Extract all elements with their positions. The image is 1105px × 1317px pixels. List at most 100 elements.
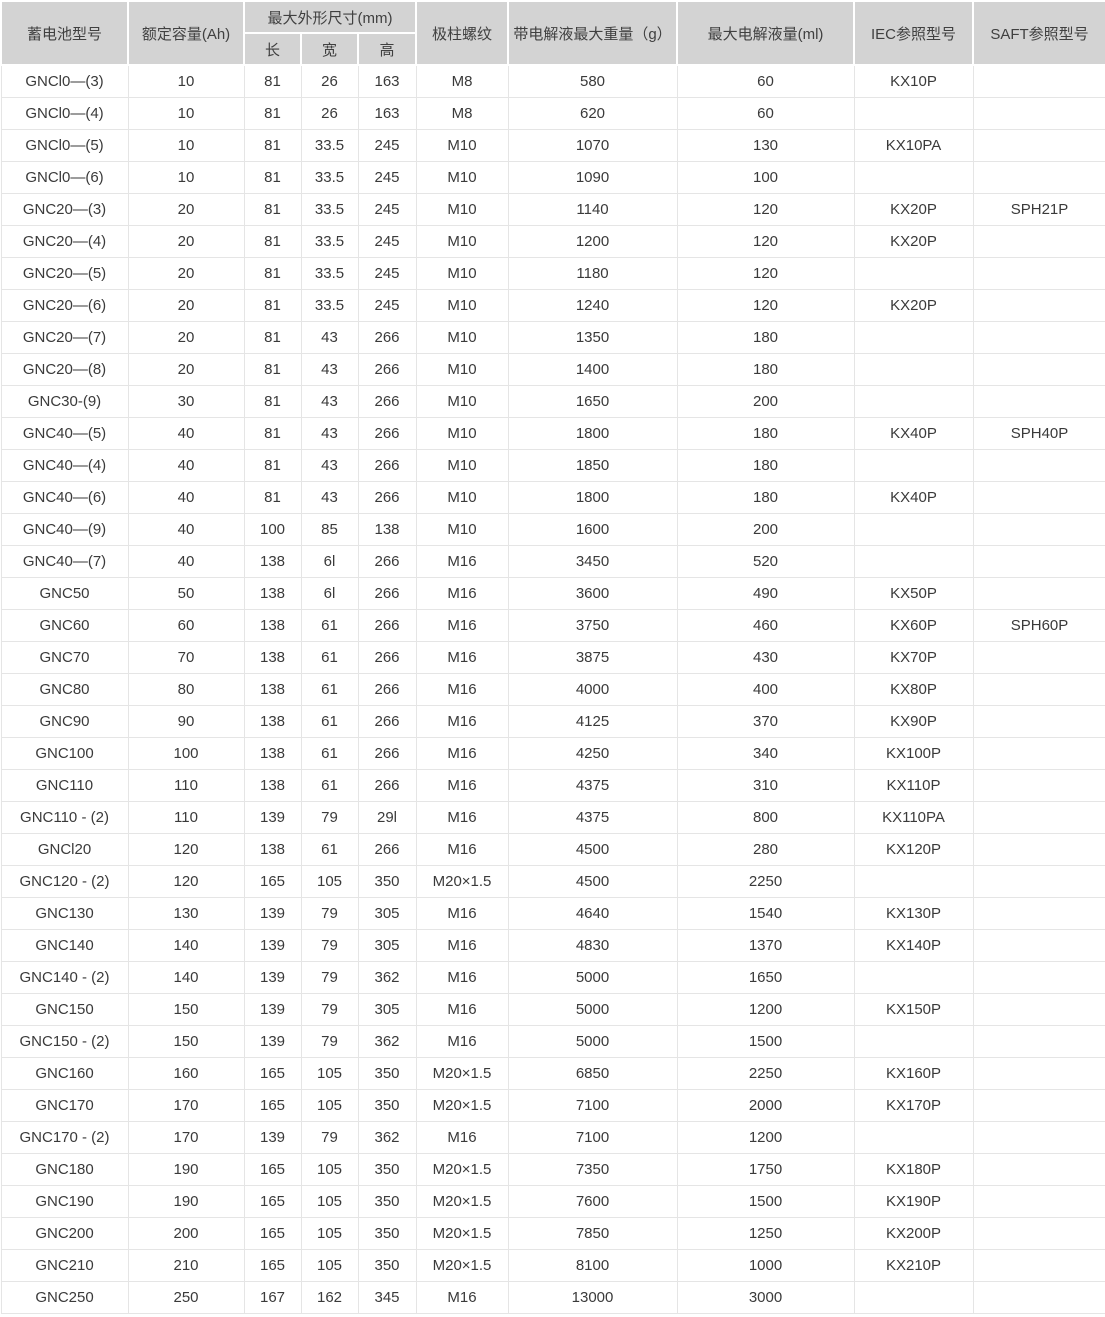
cell-max-electrolyte-ml: 100 (676, 161, 855, 194)
cell-length: 139 (243, 897, 302, 930)
cell-max-electrolyte-ml: 1370 (676, 929, 855, 962)
cell-max-weight-g: 1090 (507, 161, 678, 194)
cell-max-weight-g: 13000 (507, 1281, 678, 1314)
cell-model: GNC50 (0, 577, 129, 610)
cell-width: 61 (300, 769, 359, 802)
cell-model: GNC120 - (2) (0, 865, 129, 898)
cell-saft-ref (972, 1281, 1105, 1314)
table-header: 蓄电池型号 额定容量(Ah) 最大外形尺寸(mm) 极柱螺纹 带电解液最大重量（… (0, 0, 1105, 66)
cell-max-electrolyte-ml: 310 (676, 769, 855, 802)
table-row: GNC40—(4) 40 81 43 266 M10 1850 180 (0, 449, 1105, 482)
cell-capacity-ah: 170 (127, 1121, 245, 1154)
cell-max-weight-g: 3750 (507, 609, 678, 642)
table-row: GNC20—(4) 20 81 33.5 245 M10 1200 120 KX20P (0, 225, 1105, 258)
cell-max-electrolyte-ml: 1200 (676, 993, 855, 1026)
cell-capacity-ah: 140 (127, 961, 245, 994)
cell-saft-ref (972, 545, 1105, 578)
cell-capacity-ah: 60 (127, 609, 245, 642)
cell-thread: M10 (415, 417, 509, 450)
cell-max-weight-g: 7350 (507, 1153, 678, 1186)
cell-iec-ref: KX160P (853, 1057, 974, 1090)
table-row: GNC60 60 138 61 266 M16 3750 460 KX60P SPH60P (0, 609, 1105, 642)
table-row: GNC100 100 138 61 266 M16 4250 340 KX100P (0, 737, 1105, 770)
cell-iec-ref (853, 513, 974, 546)
cell-max-weight-g: 8100 (507, 1249, 678, 1282)
cell-model: GNC90 (0, 705, 129, 738)
table-row: GNC40—(5) 40 81 43 266 M10 1800 180 KX40P SPH40P (0, 417, 1105, 450)
table-row: GNC40—(6) 40 81 43 266 M10 1800 180 KX40P (0, 481, 1105, 514)
cell-max-weight-g: 4000 (507, 673, 678, 706)
cell-length: 165 (243, 1153, 302, 1186)
cell-thread: M16 (415, 737, 509, 770)
cell-capacity-ah: 150 (127, 1025, 245, 1058)
cell-capacity-ah: 20 (127, 193, 245, 226)
cell-saft-ref (972, 865, 1105, 898)
cell-height: 266 (357, 417, 417, 450)
cell-width: 61 (300, 641, 359, 674)
table-row: GNCl0—(3) 10 81 26 163 M8 580 60 KX10P (0, 64, 1105, 98)
cell-iec-ref (853, 257, 974, 290)
cell-length: 81 (243, 353, 302, 386)
cell-model: GNCl0—(4) (0, 97, 129, 130)
cell-capacity-ah: 40 (127, 513, 245, 546)
cell-height: 266 (357, 321, 417, 354)
cell-length: 167 (243, 1281, 302, 1314)
cell-length: 139 (243, 1025, 302, 1058)
cell-max-weight-g: 4250 (507, 737, 678, 770)
cell-length: 138 (243, 545, 302, 578)
cell-width: 43 (300, 417, 359, 450)
cell-capacity-ah: 10 (127, 129, 245, 162)
cell-width: 61 (300, 609, 359, 642)
cell-height: 266 (357, 609, 417, 642)
table-row: GNC20—(6) 20 81 33.5 245 M10 1240 120 KX20P (0, 289, 1105, 322)
cell-width: 79 (300, 897, 359, 930)
cell-length: 81 (243, 129, 302, 162)
cell-iec-ref: KX20P (853, 225, 974, 258)
table-row: GNC250 250 167 162 345 M16 13000 3000 (0, 1281, 1105, 1314)
cell-max-electrolyte-ml: 2000 (676, 1089, 855, 1122)
cell-max-electrolyte-ml: 520 (676, 545, 855, 578)
table-row: GNC180 190 165 105 350 M20×1.5 7350 1750 KX180P (0, 1153, 1105, 1186)
cell-length: 165 (243, 1185, 302, 1218)
cell-width: 105 (300, 865, 359, 898)
cell-iec-ref: KX120P (853, 833, 974, 866)
cell-width: 6l (300, 577, 359, 610)
cell-length: 139 (243, 961, 302, 994)
cell-width: 79 (300, 1121, 359, 1154)
cell-thread: M10 (415, 193, 509, 226)
cell-thread: M10 (415, 513, 509, 546)
cell-max-electrolyte-ml: 60 (676, 64, 855, 98)
cell-saft-ref (972, 289, 1105, 322)
cell-model: GNC250 (0, 1281, 129, 1314)
table-row: GNC110 110 138 61 266 M16 4375 310 KX110P (0, 769, 1105, 802)
cell-iec-ref (853, 321, 974, 354)
cell-capacity-ah: 40 (127, 545, 245, 578)
cell-iec-ref (853, 1121, 974, 1154)
cell-saft-ref (972, 1121, 1105, 1154)
cell-iec-ref: KX90P (853, 705, 974, 738)
cell-model: GNC60 (0, 609, 129, 642)
cell-saft-ref (972, 673, 1105, 706)
cell-saft-ref (972, 641, 1105, 674)
cell-width: 105 (300, 1089, 359, 1122)
cell-iec-ref: KX80P (853, 673, 974, 706)
cell-width: 33.5 (300, 289, 359, 322)
cell-model: GNC20—(3) (0, 193, 129, 226)
cell-model: GNC110 - (2) (0, 801, 129, 834)
table-row: GNC150 150 139 79 305 M16 5000 1200 KX150P (0, 993, 1105, 1026)
cell-max-electrolyte-ml: 120 (676, 225, 855, 258)
cell-length: 138 (243, 769, 302, 802)
cell-capacity-ah: 140 (127, 929, 245, 962)
cell-height: 266 (357, 353, 417, 386)
cell-iec-ref: KX20P (853, 193, 974, 226)
cell-capacity-ah: 30 (127, 385, 245, 418)
cell-capacity-ah: 40 (127, 449, 245, 482)
cell-height: 266 (357, 833, 417, 866)
cell-thread: M16 (415, 833, 509, 866)
table-row: GNC190 190 165 105 350 M20×1.5 7600 1500 KX190P (0, 1185, 1105, 1218)
cell-height: 266 (357, 385, 417, 418)
cell-capacity-ah: 130 (127, 897, 245, 930)
cell-max-weight-g: 1800 (507, 481, 678, 514)
cell-max-weight-g: 7100 (507, 1089, 678, 1122)
